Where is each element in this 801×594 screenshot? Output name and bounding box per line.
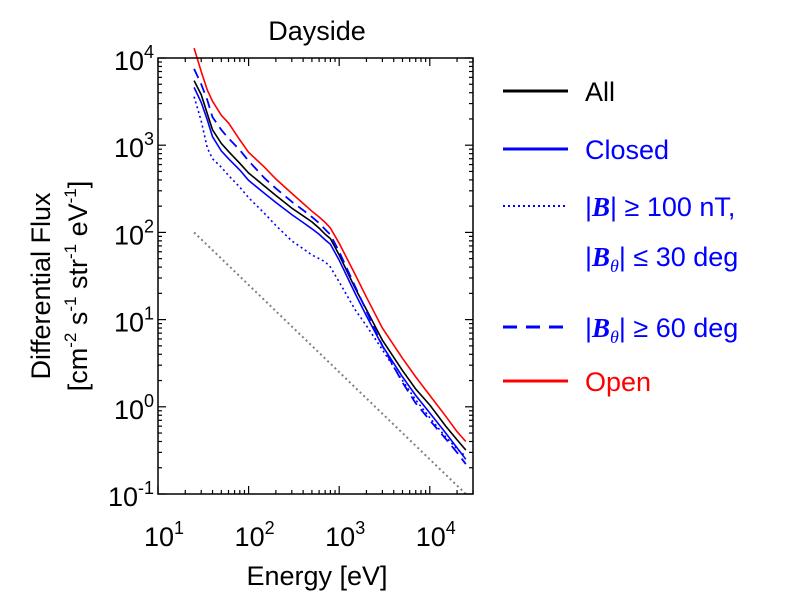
ylabel-exp: -1 bbox=[61, 188, 80, 203]
tick-layer: 101 102 103 104 10-1 100 101 102 103 104 bbox=[108, 42, 474, 552]
legend: All Closed |B| ≥ 100 nT, |Bθ| ≤ 30 deg |Bθ| … bbox=[503, 77, 738, 397]
series-line-open bbox=[193, 47, 467, 443]
ylabel-part: str bbox=[63, 259, 93, 297]
y-tick-label: 100 bbox=[114, 391, 154, 425]
y-tick-label: 102 bbox=[114, 216, 154, 250]
legend-label-open: Open bbox=[585, 367, 651, 397]
series-layer bbox=[193, 47, 467, 495]
y-tick-label: 101 bbox=[114, 304, 154, 338]
legend-label-all: All bbox=[585, 77, 615, 107]
x-tick-label: 103 bbox=[325, 518, 365, 552]
ylabel-exp: -2 bbox=[61, 333, 80, 348]
y-tick-label: 10-1 bbox=[108, 478, 154, 512]
series-line-closed bbox=[193, 87, 467, 460]
ylabel-exp: -1 bbox=[61, 244, 80, 259]
y-axis-label-line2: [cm-2 s-1 str-1 eV-1] bbox=[61, 181, 93, 392]
y-tick-label: 103 bbox=[114, 129, 154, 163]
chart-title: Dayside bbox=[268, 16, 366, 46]
x-tick-label: 102 bbox=[235, 518, 275, 552]
y-tick-label: 104 bbox=[114, 42, 154, 76]
ylabel-part: s bbox=[63, 312, 93, 333]
legend-label-strong-b-line2: |Bθ| ≤ 30 deg bbox=[585, 242, 738, 276]
x-axis-label: Energy [eV] bbox=[246, 561, 387, 591]
series-line-all bbox=[193, 80, 467, 451]
ylabel-exp: -1 bbox=[61, 297, 80, 312]
legend-label-high-theta: |Bθ| ≥ 60 deg bbox=[585, 313, 738, 347]
y-axis-label-line1: Differential Flux bbox=[26, 192, 56, 380]
ylabel-part: ] bbox=[63, 181, 93, 189]
ylabel-part: eV bbox=[63, 203, 93, 244]
series-line-strong-b bbox=[193, 96, 467, 458]
plot-frame bbox=[157, 57, 474, 495]
ylabel-part: [cm bbox=[63, 348, 93, 392]
series-line-reference bbox=[193, 231, 467, 495]
x-tick-label: 101 bbox=[144, 518, 184, 552]
series-line-high-theta bbox=[193, 68, 467, 465]
legend-label-closed: Closed bbox=[585, 135, 669, 165]
x-tick-label: 104 bbox=[416, 518, 456, 552]
legend-label-strong-b-line1: |B| ≥ 100 nT, bbox=[585, 192, 735, 222]
